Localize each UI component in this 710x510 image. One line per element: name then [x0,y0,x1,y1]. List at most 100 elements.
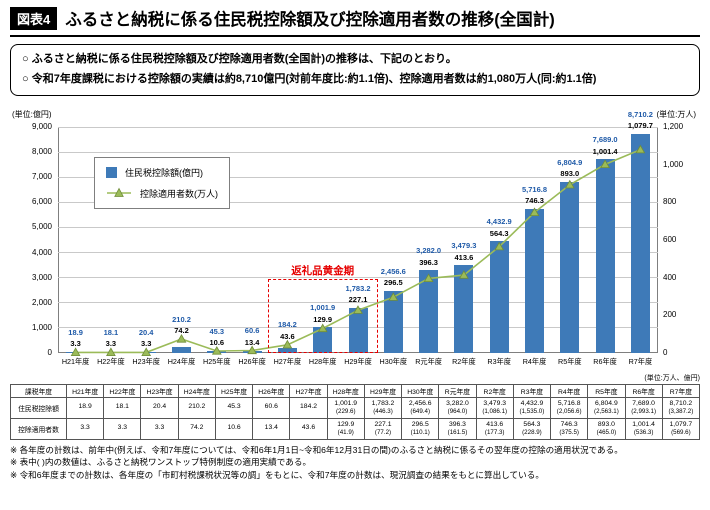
table-cell: 3,479.3 (1,086.1) [475,396,514,419]
table-cell: 564.3 (228.9) [512,417,552,440]
table-cell-value: 210.2 [188,403,206,411]
y-axis-left-tick: 6,000 [31,197,52,207]
line-value-label: 10.6 [209,338,225,348]
table-year-header: H23年度 [140,383,179,398]
table-cell-value: 5,716.8 [557,399,581,407]
table-cell-subvalue: (2,993.1) [631,408,657,416]
x-axis-label: H28年度 [308,356,337,366]
table-cell-subvalue: (375.5) [559,429,579,437]
table-cell: 1,001.9 (229.6) [326,396,365,419]
table-year-header: H30年度 [401,383,440,398]
table-cell-subvalue: (229.6) [335,408,356,416]
line-value-label: 43.6 [280,331,295,341]
bar [454,265,474,353]
table-cell-subvalue: (964.0) [447,408,468,416]
table-cell: 2,456.6 (649.4) [401,396,440,419]
legend-line-label: 控除適用者数(万人) [140,188,218,199]
line-value-label: 396.3 [419,257,438,267]
table-cell: 1,079.7 (569.6) [661,417,701,440]
line-value-label: 564.3 [489,228,509,238]
gridline [58,126,658,128]
line-value-label: 227.1 [348,295,368,305]
table-cell: 413.6 (177.3) [475,417,514,440]
x-axis-label: R4年度 [522,356,547,366]
table-cell-subvalue: (161.5) [447,429,468,437]
legend-bar-swatch [106,166,117,178]
table-section: (単位:万人、億円) 課税年度 H21年度 H22年度 H23年度 H24年度 H25年度… [10,373,701,440]
line-value-label: 3.3 [70,339,81,349]
bar-value-label: 1,001.9 [310,303,336,313]
line-value-label: 13.4 [244,337,260,347]
x-axis-label: H22年度 [97,356,125,366]
bar [560,181,580,353]
bar [630,133,650,353]
bar [277,347,297,353]
table-cell-subvalue: (536.3) [633,429,654,437]
line-marker-icon [494,241,505,250]
line-marker-icon [564,179,575,188]
line-marker-icon [635,144,646,153]
table-cell: 184.2 [289,396,328,419]
y-axis-right-tick: 200 [663,310,677,320]
table-cell-value: 8,710.2 [669,399,693,407]
y-axis-left-tick: 3,000 [31,272,52,282]
y-axis-left-tick: 2,000 [31,297,52,307]
x-axis-label: R5年度 [558,356,582,366]
table-cell-value: 2,456.6 [408,399,432,407]
table-year-header: H22年度 [103,383,142,398]
table-cell-subvalue: (649.4) [410,408,431,416]
table-cell-subvalue: (77.2) [374,429,392,437]
figure-badge: 図表4 [10,6,58,30]
table-cell-value: 3.3 [80,424,90,432]
table-cell-value: 1,001.4 [632,420,655,428]
table-cell: 60.6 [252,396,291,419]
x-axis-label: H29年度 [344,356,372,366]
bar [383,290,403,353]
bar-value-label: 210.2 [172,314,191,324]
gridline [58,277,658,279]
y-axis-left-tick: 9,000 [31,122,52,132]
summary-box: ○ ふるさと納税に係る住民税控除額及び控除適用者数(全国計)の推移は、下記のとお… [10,44,700,96]
table-year-header: R元年度 [438,383,477,398]
table-cell-value: 184.2 [300,403,318,411]
bar [313,327,333,353]
table-cell: 746.3 (375.5) [550,417,589,440]
y-axis-left-tick: 4,000 [31,247,52,257]
y-axis-left-tick: 0 [47,348,52,358]
left-axis-unit-label: (単位:億円) [12,109,52,119]
table-cell-value: 227.1 [374,420,392,428]
legend: 住民税控除額(億円) 控除適用者数(万人) [94,156,230,209]
line-marker-icon [247,345,257,354]
x-axis-label: H24年度 [167,356,196,366]
table-cell-value: 893.0 [597,420,615,428]
table-cell-value: 6,804.9 [595,399,618,407]
y-axis-right-tick: 0 [663,348,668,358]
x-axis-label: H23年度 [132,356,160,366]
table-cell-value: 3,479.3 [483,399,507,407]
line-marker-icon [141,346,152,356]
bar-value-label: 5,716.8 [521,184,548,194]
table-cell-value: 18.9 [78,403,92,411]
table-cell: 129.9 (41.9) [326,417,365,440]
line-value-label: 746.3 [525,196,544,206]
bar-value-label: 6,804.9 [557,157,583,167]
table-cell: 3.3 [140,417,179,440]
table-cell-value: 1,001.9 [334,399,358,407]
table-cell-value: 3.3 [117,424,128,432]
table-cell-value: 1,079.7 [669,420,693,428]
x-axis-label: H27年度 [273,356,302,366]
table-cell-value: 20.4 [152,403,167,411]
line-value-label: 1,001.4 [592,146,618,156]
bar-value-label: 3,282.0 [416,246,442,256]
table-year-header: R7年度 [661,383,701,398]
table-cell-value: 129.9 [337,420,355,428]
table-cell-value: 10.6 [227,424,241,432]
table-cell-subvalue: (569.6) [671,429,691,437]
right-axis-unit-label: (単位:万人) [656,109,696,119]
line-value-label: 1,079.7 [627,121,653,131]
bar-value-label: 7,689.0 [592,135,618,145]
table-cell: 3,282.0 (964.0) [438,396,477,419]
annotation-box [267,278,378,353]
line-marker-icon [282,339,293,348]
table-cell: 8,710.2 (3,387.2) [661,396,701,419]
